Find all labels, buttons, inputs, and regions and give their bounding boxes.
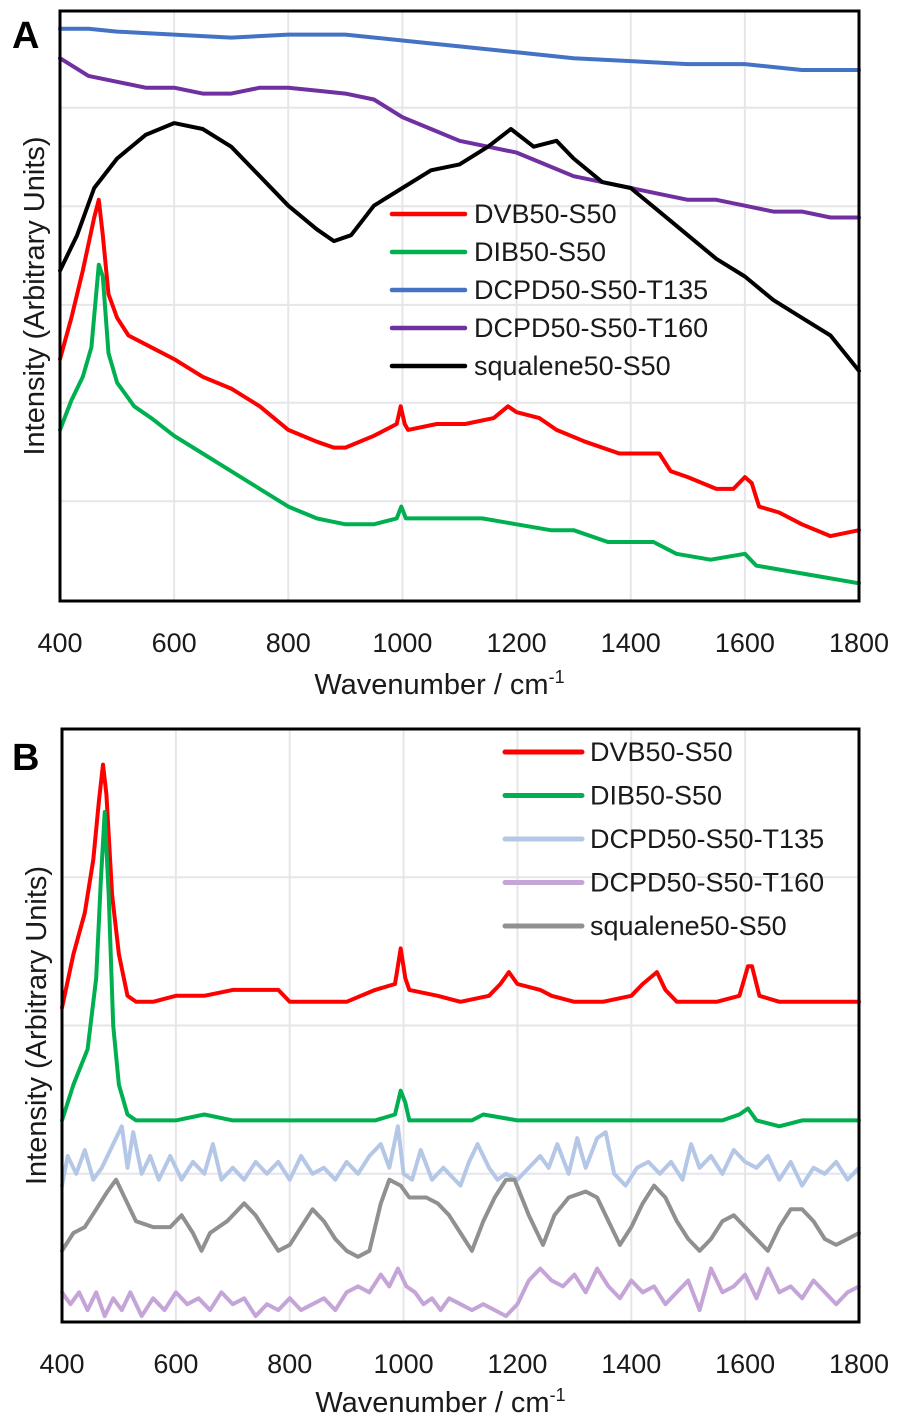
panel-a-legend-label: squalene50-S50 [474, 351, 671, 381]
panel-b-x-tick-label: 800 [267, 1349, 312, 1379]
panel-b-series-dib50-s50 [60, 810, 861, 1129]
panel-b-x-tick-label: 400 [39, 1349, 84, 1379]
panel-a-legend-item: DIB50-S50 [389, 237, 606, 267]
panel-b-label: B [12, 737, 39, 779]
panel-a-x-tick-label: 1000 [372, 628, 432, 658]
panel-b-series [60, 762, 861, 1319]
panel-a-legend-item: squalene50-S50 [389, 351, 671, 381]
panel-a-legend-item: DVB50-S50 [389, 199, 617, 229]
panel-a-x-tick-label: 600 [152, 628, 197, 658]
panel-b-legend-label: DCPD50-S50-T160 [590, 868, 824, 898]
panel-a-y-axis-label: Intensity (Arbitrary Units) [19, 136, 51, 455]
panel-b-series-dcpd50-s50-t160 [60, 1266, 861, 1319]
panel-a-legend-item: DCPD50-S50-T160 [389, 313, 708, 343]
panel-b-legend-label: DIB50-S50 [590, 781, 722, 811]
panel-a-legend-label: DCPD50-S50-T160 [474, 313, 708, 343]
panel-a-gridlines [60, 11, 859, 601]
panel-b-x-tick-label: 600 [153, 1349, 198, 1379]
panel-a-legend-label: DCPD50-S50-T135 [474, 275, 708, 305]
panel-b-x-axis-label-superscript: -1 [550, 1385, 566, 1405]
panel-b-legend-item: DVB50-S50 [502, 737, 733, 767]
panel-a-x-tick-label: 1400 [601, 628, 661, 658]
panel-b-legend-item: squalene50-S50 [502, 911, 787, 941]
panel-b-legend: DVB50-S50 DIB50-S50 DCPD50-S50-T135 DCPD50-… [502, 737, 824, 941]
panel-b-x-axis-label-text: Wavenumber / cm [315, 1387, 549, 1419]
panel-b-x-tick-label: 1600 [715, 1349, 775, 1379]
panel-b-legend-item: DIB50-S50 [502, 781, 722, 811]
panel-a-legend-label: DIB50-S50 [474, 237, 606, 267]
panel-a-x-axis-label-superscript: -1 [549, 667, 565, 687]
panel-b-legend-item: DCPD50-S50-T135 [502, 824, 824, 854]
panel-a-series-dcpd50-s50-t135 [58, 26, 861, 72]
panel-a-x-tick-label: 1600 [715, 628, 775, 658]
panel-b-x-tick-label: 1200 [487, 1349, 547, 1379]
panel-b-series-dvb50-s50 [60, 762, 861, 1010]
panel-b: B Intensity (Arbitrary Units) 400 600 800 1… [12, 727, 889, 1419]
panel-b-legend-label: DCPD50-S50-T135 [590, 824, 824, 854]
panel-a-series-squalene50-s50 [58, 121, 861, 373]
panel-a-x-axis-label-text: Wavenumber / cm [314, 669, 548, 701]
panel-a-x-tick-label: 1800 [829, 628, 889, 658]
panel-a-legend: DVB50-S50 DIB50-S50 DCPD50-S50-T135 DCPD50-… [389, 199, 708, 381]
panel-a-legend-label: DVB50-S50 [474, 199, 617, 229]
panel-a-label: A [12, 15, 39, 57]
panel-b-plot-frame [60, 727, 861, 1324]
panel-a-series-dcpd50-s50-t160 [58, 56, 861, 220]
panel-b-x-axis-label: Wavenumber / cm-1 [315, 1385, 565, 1419]
panel-b-series-dcpd50-s50-t135 [60, 1124, 861, 1188]
panel-a-series-dvb50-s50 [58, 197, 861, 539]
panel-a-x-axis-label: Wavenumber / cm-1 [314, 667, 564, 701]
panel-a-legend-item: DCPD50-S50-T135 [389, 275, 708, 305]
panel-b-x-tick-label: 1000 [374, 1349, 434, 1379]
panel-b-x-tick-label: 1800 [829, 1349, 889, 1379]
panel-a-plot-frame [58, 9, 861, 603]
panel-a-series-dib50-s50 [58, 262, 861, 586]
panel-a-x-tick-label: 400 [37, 628, 82, 658]
panel-a-x-tick-label: 800 [266, 628, 311, 658]
panel-b-y-axis-label: Intensity (Arbitrary Units) [21, 866, 53, 1185]
panel-b-legend-label: DVB50-S50 [590, 737, 733, 767]
panel-b-legend-label: squalene50-S50 [590, 911, 787, 941]
panel-b-legend-item: DCPD50-S50-T160 [502, 868, 824, 898]
panel-a: A Intensity (Arbitrary Units) 400 600 800 1… [12, 9, 889, 701]
panel-b-series-squalene50-s50 [60, 1177, 861, 1259]
panel-b-x-tick-label: 1400 [601, 1349, 661, 1379]
panel-a-x-ticks: 400 600 800 1000 1200 1400 1600 1800 [37, 628, 889, 658]
panel-a-series [58, 26, 861, 586]
panel-b-x-ticks: 400 600 800 1000 1200 1400 1600 1800 [39, 1349, 889, 1379]
panel-a-x-tick-label: 1200 [487, 628, 547, 658]
